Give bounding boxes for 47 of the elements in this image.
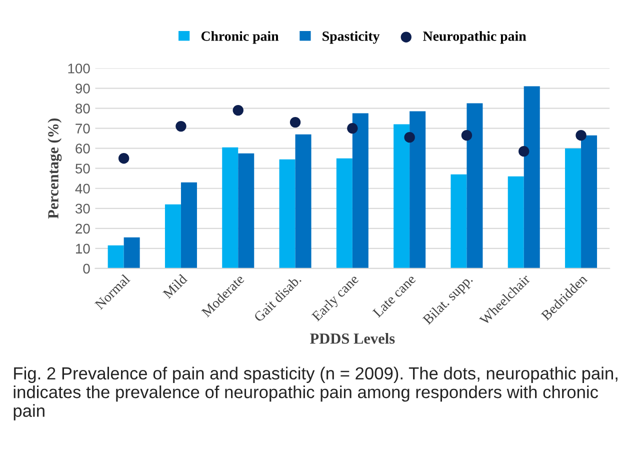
- y-tick-label: 50: [75, 164, 90, 174]
- y-tick-label: 0: [83, 264, 90, 274]
- point: [518, 146, 530, 157]
- bar: [108, 245, 124, 268]
- point: [576, 130, 586, 141]
- bar: [222, 147, 238, 268]
- point: [404, 132, 415, 143]
- x-tick-label: Late cane: [372, 274, 416, 318]
- point: [118, 152, 130, 164]
- bar: [394, 124, 410, 268]
- point: [290, 116, 301, 128]
- bar: [124, 237, 140, 268]
- bar: [279, 159, 296, 268]
- legend-label: Neuropathic pain: [423, 31, 526, 44]
- y-tick-label: 20: [76, 224, 90, 234]
- bar: [524, 86, 540, 268]
- y-tick-label: 100: [68, 64, 90, 74]
- y-tick-label: 40: [75, 184, 90, 194]
- bar: [410, 111, 426, 268]
- bar: [180, 182, 197, 268]
- bar: [466, 103, 483, 268]
- bar: [238, 153, 254, 268]
- y-tick-label: 60: [76, 144, 90, 154]
- bar: [164, 204, 181, 268]
- x-tick-label: Bilat. supp.: [422, 274, 475, 327]
- bar: [336, 158, 352, 268]
- y-tick-label: 10: [76, 244, 90, 254]
- bar: [450, 174, 467, 268]
- point: [176, 120, 186, 132]
- bar: [352, 113, 368, 268]
- x-tick-label: Gait disab.: [253, 274, 302, 322]
- point: [232, 104, 244, 116]
- point: [461, 130, 472, 141]
- y-tick-label: 90: [76, 84, 90, 94]
- legend-label: Chronic pain: [201, 31, 279, 44]
- bar: [565, 148, 582, 268]
- bar: [295, 134, 312, 268]
- y-axis-title: Percentage (%): [48, 118, 62, 219]
- y-tick-label: 70: [76, 124, 90, 134]
- legend-label: Spasticity: [322, 31, 380, 44]
- bar: [581, 135, 598, 268]
- bar: [508, 176, 524, 268]
- y-tick-label: 80: [76, 104, 90, 114]
- y-tick-label: 30: [75, 204, 90, 214]
- x-axis-title: PDDS Levels: [310, 333, 395, 344]
- caption: Fig. 2 Prevalence of pain and spasticity (n = 2009). The dots, neuropathic pain, indicates the prevalence of neuropathic pain among responders with chronic pain: [14, 366, 618, 420]
- point: [347, 122, 358, 134]
